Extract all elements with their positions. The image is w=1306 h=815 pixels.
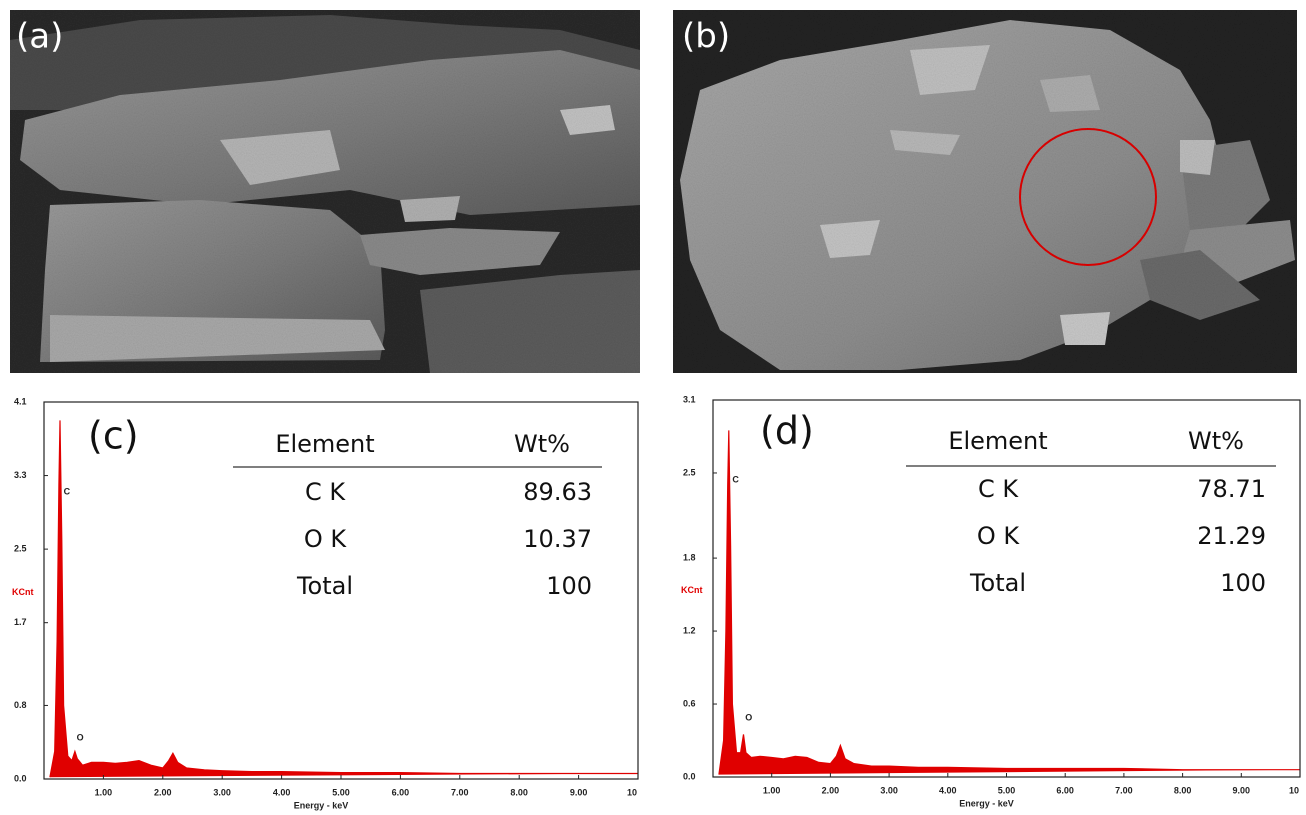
table-cell: 78.71	[1197, 475, 1266, 503]
table-cell: O K	[304, 525, 348, 553]
x-tick-label: 3.00	[880, 785, 898, 795]
x-tick-label: 6.00	[1056, 785, 1074, 795]
panel-label: (d)	[760, 409, 814, 453]
table-cell: 10.37	[523, 525, 592, 553]
x-tick-label: 9.00	[570, 787, 588, 797]
x-tick-label: 3.00	[213, 787, 231, 797]
spectrum-chart: 0.0 0.8 1.7 2.5 3.3 4.1 1.00 2.00 3.00 4.00 5.00 6.…	[12, 396, 639, 810]
image-label: (a)	[16, 17, 63, 57]
x-tick-label: 7.00	[1115, 785, 1133, 795]
y-tick-label: 2.5	[14, 543, 27, 553]
y-tick-label: 0.8	[14, 700, 27, 710]
table-cell: Total	[969, 569, 1026, 597]
peak-label: O	[745, 712, 752, 722]
x-axis-label: Energy - keV	[294, 800, 349, 810]
x-tick-label: 10	[627, 787, 637, 797]
y-tick-label: 3.3	[14, 470, 27, 480]
x-tick-label: 1.00	[763, 785, 781, 795]
table-cell: Total	[296, 572, 353, 600]
table-cell: C K	[978, 475, 1019, 503]
y-axis-label: KCnt	[681, 585, 703, 595]
x-tick-label: 1.00	[95, 787, 113, 797]
table-header: Element	[948, 427, 1047, 455]
x-tick-label: 2.00	[822, 785, 840, 795]
plot-area	[49, 420, 638, 778]
x-tick-label: 10	[1289, 785, 1299, 795]
table-cell: 100	[1220, 569, 1266, 597]
y-axis-label: KCnt	[12, 587, 34, 597]
image-label: (b)	[682, 17, 730, 57]
x-tick-label: 6.00	[392, 787, 410, 797]
x-tick-label: 8.00	[1174, 785, 1192, 795]
sem-image-a	[10, 10, 640, 373]
sem-image-b	[673, 10, 1297, 373]
y-tick-label: 0.0	[14, 773, 27, 783]
table-cell: 89.63	[523, 478, 592, 506]
plot-area	[718, 430, 1300, 775]
peak-label: O	[77, 732, 84, 742]
table-header: Element	[275, 430, 374, 458]
y-tick-label: 4.1	[14, 396, 27, 406]
y-tick-label: 1.2	[683, 625, 696, 635]
x-tick-label: 9.00	[1233, 785, 1251, 795]
table-header: Wt%	[514, 430, 570, 458]
table-cell: 100	[546, 572, 592, 600]
spectrum-chart: 0.0 0.6 1.2 1.8 2.5 3.1 1.00 2.00 3.00 4.00 5.00 6.…	[681, 394, 1301, 808]
y-tick-label: 0.0	[683, 771, 696, 781]
panel-label: (c)	[88, 414, 139, 458]
table-header: Wt%	[1188, 427, 1244, 455]
peak-label: C	[64, 486, 71, 496]
spectrum	[718, 430, 1300, 775]
spectrum	[49, 420, 638, 778]
x-tick-label: 4.00	[273, 787, 291, 797]
x-tick-label: 4.00	[939, 785, 957, 795]
x-tick-label: 2.00	[154, 787, 172, 797]
x-tick-label: 7.00	[451, 787, 469, 797]
peak-label: C	[732, 474, 739, 484]
x-tick-label: 8.00	[510, 787, 528, 797]
x-tick-label: 5.00	[998, 785, 1016, 795]
y-tick-label: 0.6	[683, 698, 696, 708]
x-axis-label: Energy - keV	[959, 798, 1014, 808]
y-tick-label: 3.1	[683, 394, 696, 404]
y-tick-label: 2.5	[683, 467, 696, 477]
y-tick-label: 1.7	[14, 617, 27, 627]
table-cell: C K	[305, 478, 346, 506]
table-cell: O K	[977, 522, 1021, 550]
x-tick-label: 5.00	[332, 787, 350, 797]
y-tick-label: 1.8	[683, 552, 696, 562]
table-cell: 21.29	[1197, 522, 1266, 550]
